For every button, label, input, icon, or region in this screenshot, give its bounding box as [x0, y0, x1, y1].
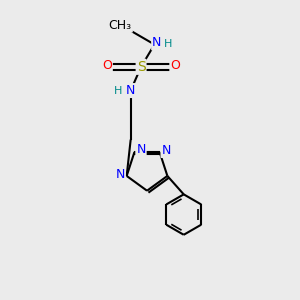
Text: O: O	[170, 59, 180, 72]
Text: N: N	[161, 144, 171, 157]
Text: N: N	[116, 168, 125, 181]
Text: O: O	[102, 59, 112, 72]
Text: N: N	[136, 143, 146, 156]
Text: N: N	[126, 84, 135, 97]
Text: S: S	[137, 60, 146, 74]
Text: N: N	[152, 37, 161, 50]
Text: H: H	[114, 85, 122, 96]
Text: H: H	[164, 40, 172, 50]
Text: CH₃: CH₃	[109, 19, 132, 32]
